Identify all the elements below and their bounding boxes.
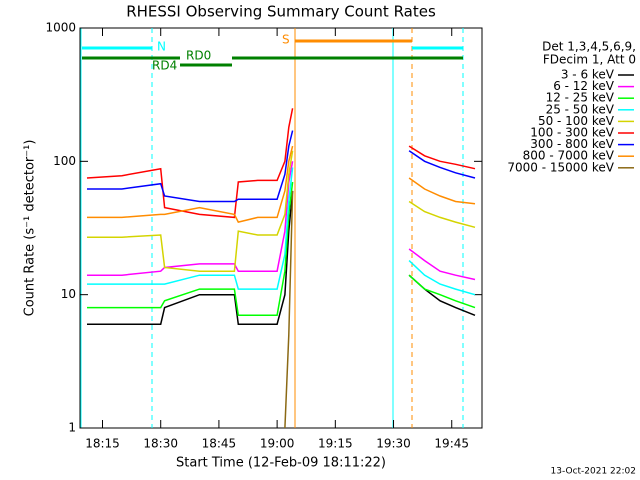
y-axis-label: Count Rate (s⁻¹ detector⁻¹) xyxy=(23,140,38,317)
x-tick-label: 18:45 xyxy=(202,437,237,451)
series-line xyxy=(87,145,476,223)
y-tick-label: 1 xyxy=(68,421,76,435)
series-line xyxy=(87,161,476,281)
series-line xyxy=(87,181,476,317)
annotations: N S RD0 RD4 xyxy=(80,28,464,428)
legend-label: 25 - 50 keV xyxy=(546,102,615,116)
series-line xyxy=(87,150,476,272)
plot-frame xyxy=(79,27,483,429)
legend-label: 6 - 12 keV xyxy=(553,79,615,93)
x-tick-label: 18:30 xyxy=(143,437,178,451)
annotation: N xyxy=(157,40,166,54)
legend-label: 3 - 6 keV xyxy=(561,68,615,82)
legend-label: 12 - 25 keV xyxy=(546,91,615,105)
series-line xyxy=(87,167,476,296)
legend-label: 800 - 7000 keV xyxy=(523,149,615,163)
x-axis-label: Start Time (12-Feb-09 18:11:22) xyxy=(176,456,386,471)
y-tick-label: 1000 xyxy=(45,21,76,35)
legend-header: Det 1,3,4,5,6,9, xyxy=(542,40,636,54)
x-tick-label: 19:45 xyxy=(434,437,469,451)
x-tick-label: 18:15 xyxy=(85,437,120,451)
chart-title: RHESSI Observing Summary Count Rates xyxy=(126,3,436,21)
series-line xyxy=(284,190,294,429)
legend-header: FDecim 1, Att 0 xyxy=(543,53,636,67)
annotation: S xyxy=(282,33,290,47)
annotation: RD0 xyxy=(186,49,211,63)
series-line xyxy=(86,108,476,219)
series-line xyxy=(87,130,476,203)
legend-label: 7000 - 15000 keV xyxy=(507,160,614,174)
legend-label: 300 - 800 keV xyxy=(530,137,614,151)
legend-label: 100 - 300 keV xyxy=(530,126,614,140)
footer: 13-Oct-2021 22:02 xyxy=(551,467,636,477)
x-tick-label: 19:30 xyxy=(376,437,411,451)
series-line xyxy=(87,190,476,325)
annotation: RD4 xyxy=(152,59,177,73)
x-tick-label: 19:15 xyxy=(318,437,353,451)
legend-label: 50 - 100 keV xyxy=(538,114,615,128)
y-tick-label: 100 xyxy=(53,154,76,168)
x-tick-label: 19:00 xyxy=(260,437,295,451)
y-tick-label: 10 xyxy=(61,287,76,301)
